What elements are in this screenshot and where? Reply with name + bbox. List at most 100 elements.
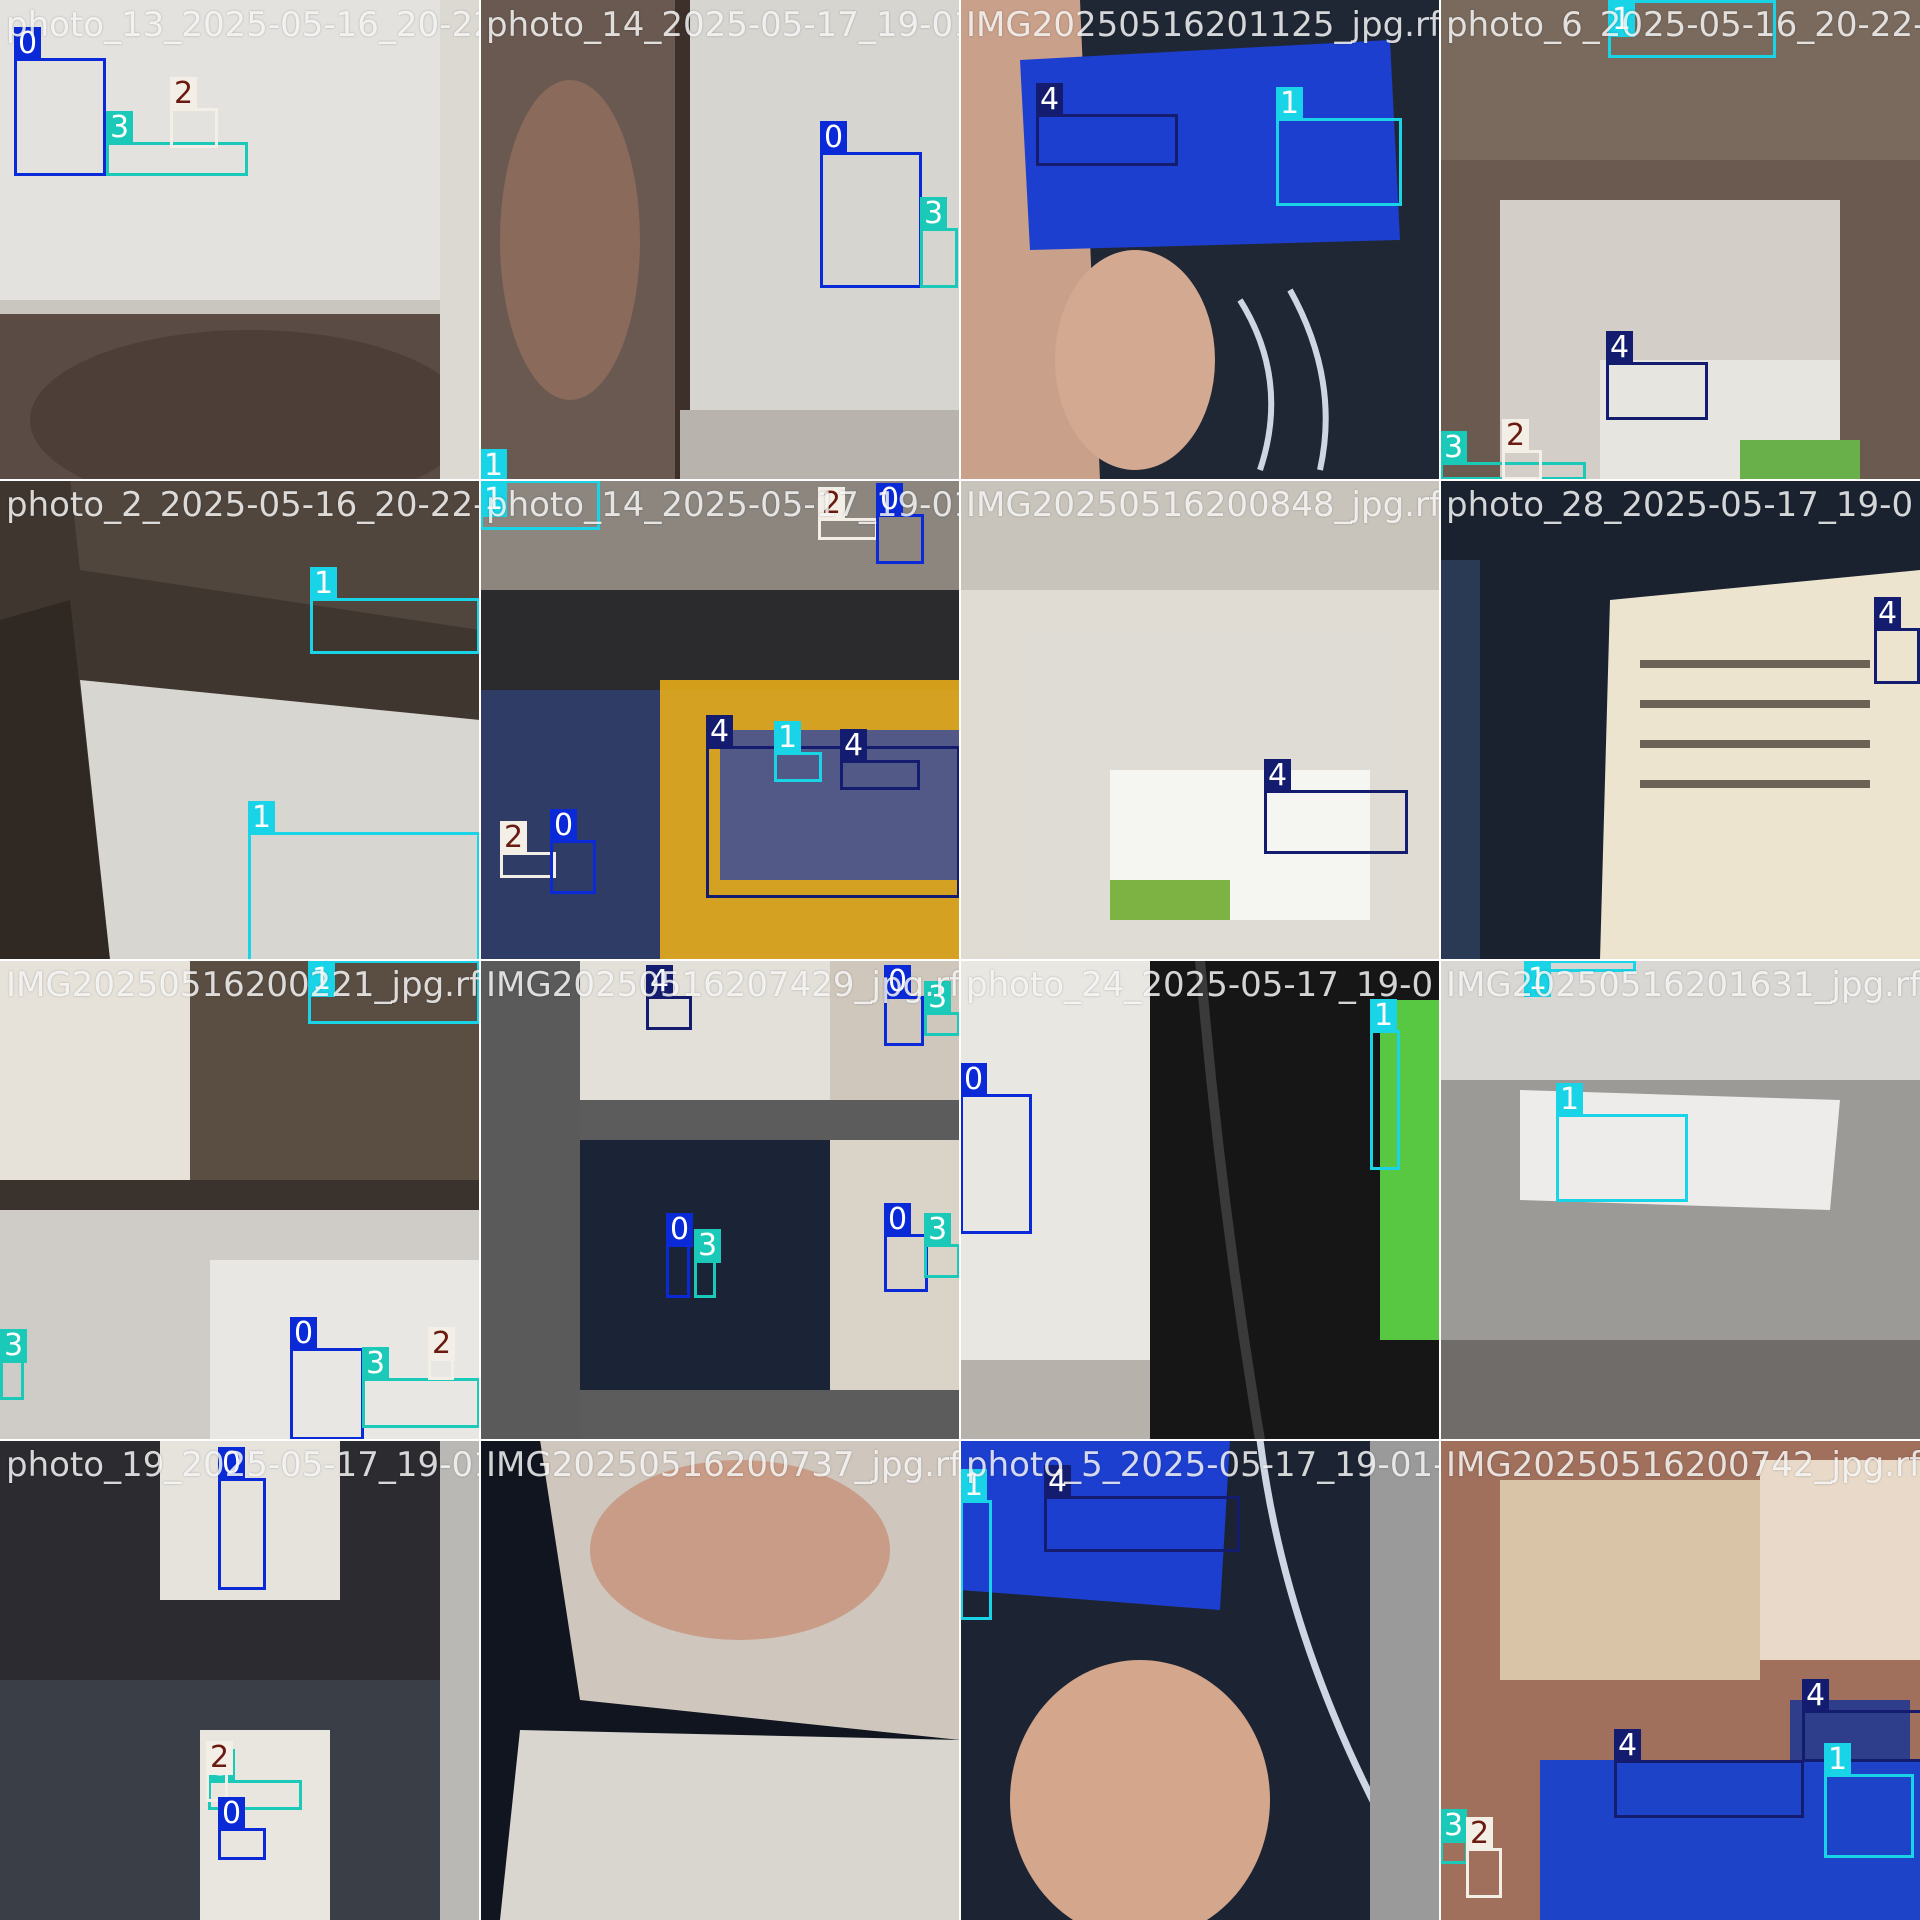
bounding-box: 3: [920, 197, 958, 288]
bounding-box-label: 4: [1264, 759, 1292, 793]
bounding-box: 0: [290, 1317, 364, 1440]
bounding-box-label: 0: [14, 27, 42, 61]
tile-photo: [960, 0, 1440, 480]
bounding-box: 0: [884, 1203, 928, 1292]
bounding-box: 0: [666, 1213, 694, 1298]
tile-photo: [960, 1440, 1440, 1920]
mosaic-tile: 1 1 IMG20250516201631_jpg.rf: [1440, 960, 1920, 1440]
grid-divider: [0, 1439, 1920, 1441]
bounding-box: 4: [1044, 1465, 1240, 1552]
bounding-box-label: 2: [206, 1741, 234, 1775]
bounding-box-label: 1: [480, 483, 508, 517]
bounding-box-label: 4: [1614, 1729, 1642, 1763]
bounding-box: 4: [1874, 597, 1920, 684]
bounding-box-label: 4: [840, 729, 868, 763]
bounding-box: 1: [960, 1469, 992, 1620]
bounding-box: 3: [106, 111, 248, 176]
bounding-box-label: 1: [308, 963, 336, 997]
bounding-box: 1: [308, 960, 480, 1024]
mosaic-tile: 12041420photo_14_2025-05-17_19-01-38_jpg…: [480, 480, 960, 960]
bounding-box-label: 1: [1556, 1083, 1584, 1117]
bounding-box: 2: [428, 1327, 456, 1380]
bounding-box: 2: [818, 487, 878, 540]
grid-divider: [0, 959, 1920, 961]
bounding-box: 4: [1606, 331, 1708, 420]
tile-photo: [1440, 480, 1920, 960]
bounding-box: 4: [706, 715, 960, 898]
bounding-box-label: 0: [820, 121, 848, 155]
bounding-box-label: 1: [1276, 87, 1304, 121]
grid-divider: [1439, 0, 1441, 1920]
mosaic-tile: 4 photo_28_2025-05-17_19-0: [1440, 480, 1920, 960]
bounding-box-label: 4: [1874, 597, 1902, 631]
bounding-box-label: 3: [1440, 1809, 1468, 1843]
bounding-box-label: 0: [960, 1063, 988, 1097]
mosaic-tile: 0 1 photo_24_2025-05-17_19-0: [960, 960, 1440, 1440]
bounding-box: 4: [646, 965, 692, 1030]
tile-photo: [0, 0, 480, 480]
bounding-box: 0: [218, 1447, 266, 1590]
bounding-box-label: 3: [1440, 431, 1468, 465]
tile-photo: [960, 960, 1440, 1440]
bounding-box: 0: [550, 809, 596, 894]
mosaic-tile: 1 1 photo_2_2025-05-16_20-22-39: [0, 480, 480, 960]
bounding-box: 1: [1276, 87, 1402, 206]
bounding-box: 4: [1264, 759, 1408, 854]
bounding-box-label: 4: [1606, 331, 1634, 365]
bounding-box-label: 2: [818, 487, 846, 521]
tile-photo: [1440, 0, 1920, 480]
bounding-box: 0: [14, 27, 106, 176]
mosaic-tile: 1 4 3 2 photo_6_2025-05-16_20-22-39: [1440, 0, 1920, 480]
bounding-box: 1: [1608, 0, 1776, 58]
bounding-box-label: 1: [1608, 3, 1636, 37]
bounding-box: 1: [480, 480, 600, 530]
bounding-box-label: 1: [480, 449, 508, 480]
bounding-box-label: 1: [774, 721, 802, 755]
mosaic-tile: 4 4 1 3 2 IMG20250516200742_jpg.rf: [1440, 1440, 1920, 1920]
bounding-box: 0: [218, 1797, 266, 1860]
bounding-box: 2: [1466, 1817, 1502, 1898]
bounding-box: 4: [1614, 1729, 1804, 1818]
tile-photo: [480, 480, 960, 960]
bounding-box: 2: [1502, 419, 1542, 480]
bounding-box-label: 0: [550, 809, 578, 843]
bounding-box-label: 0: [218, 1447, 246, 1481]
bounding-box: 1: [1370, 999, 1400, 1170]
bounding-box-label: 3: [0, 1329, 28, 1363]
bounding-box: 4: [840, 729, 920, 790]
bounding-box-label: 4: [1044, 1465, 1072, 1499]
bounding-box-label: 3: [924, 1213, 952, 1247]
bounding-box: 3: [0, 1329, 28, 1400]
bounding-box-label: 3: [694, 1229, 722, 1263]
bounding-box: 1: [248, 801, 480, 960]
bounding-box: 0: [876, 483, 924, 564]
tile-photo: [480, 0, 960, 480]
tile-photo: [0, 960, 480, 1440]
bounding-box-label: 1: [1370, 999, 1398, 1033]
tile-photo: [0, 480, 480, 960]
bounding-box: 0: [820, 121, 922, 288]
bounding-box: 1: [1824, 1743, 1914, 1858]
bounding-box: 1: [1556, 1083, 1688, 1202]
tile-photo: [480, 1440, 960, 1920]
bounding-box-label: 2: [1502, 419, 1530, 453]
bounding-box: 1: [1524, 960, 1636, 997]
bounding-box: 3: [1440, 1809, 1468, 1864]
bounding-box-label: 1: [960, 1469, 988, 1503]
mosaic-tile: 4 0 3 0 3 0 3 IMG20250516207429_jpg.rf.58: [480, 960, 960, 1440]
bounding-box-label: 2: [428, 1327, 456, 1361]
bounding-box-label: 0: [884, 965, 912, 999]
bounding-box: 2: [170, 77, 218, 148]
bounding-box-label: 4: [706, 715, 734, 749]
tile-photo: [0, 1440, 480, 1920]
bounding-box-label: 3: [362, 1347, 390, 1381]
bounding-box-label: 1: [1524, 963, 1552, 997]
bounding-box-label: 1: [1824, 1743, 1852, 1777]
mosaic-tile: IMG20250516200737_jpg.rf: [480, 1440, 960, 1920]
bounding-box-label: 0: [290, 1317, 318, 1351]
bounding-box: 1: [774, 721, 822, 782]
